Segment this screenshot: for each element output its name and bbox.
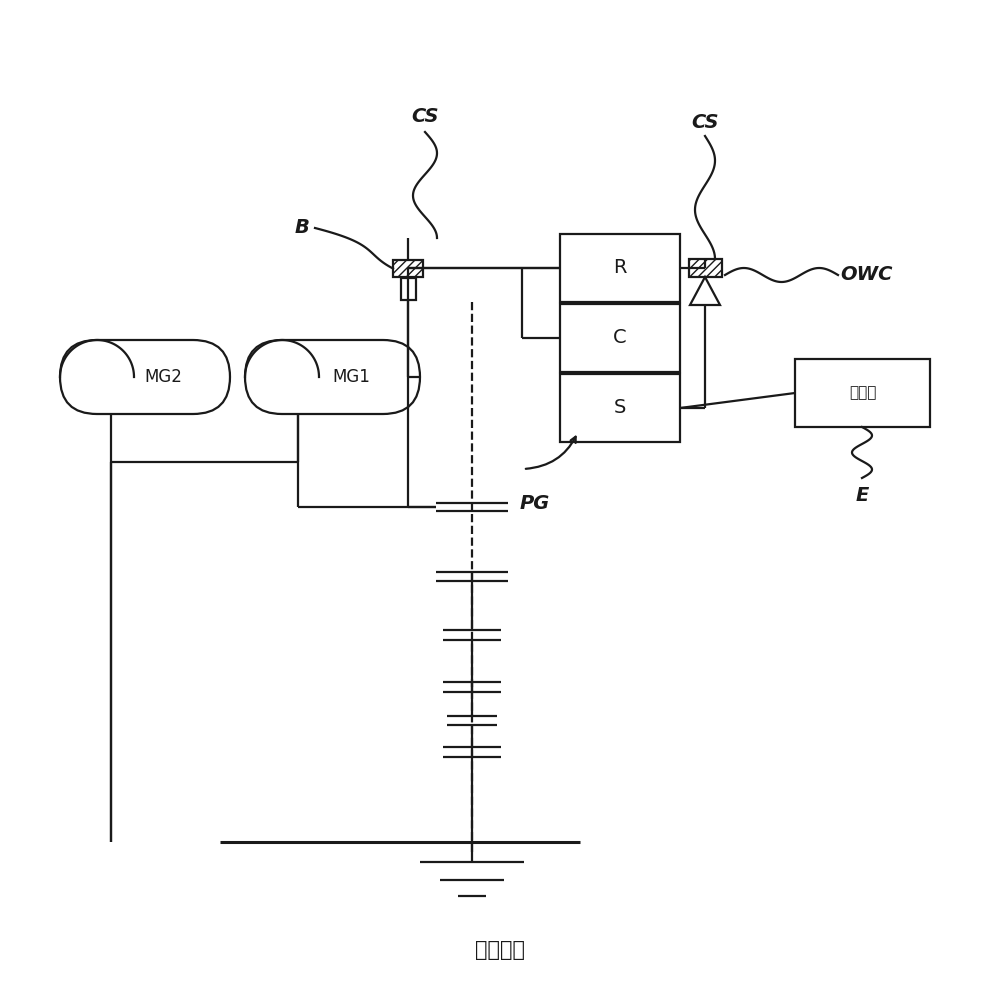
Text: S: S [614,399,626,418]
Text: MG2: MG2 [145,368,182,386]
Bar [688,259,722,277]
FancyBboxPatch shape [245,340,420,414]
Text: CS: CS [411,107,439,127]
Bar [560,374,680,442]
Text: E: E [855,486,869,506]
Text: B: B [295,218,310,237]
Bar [560,304,680,372]
Text: C: C [613,328,627,347]
Text: CS: CS [691,112,719,132]
Bar [560,234,680,302]
Text: MG1: MG1 [332,368,370,386]
Bar [795,359,930,427]
FancyBboxPatch shape [60,340,230,414]
Text: 发动机: 发动机 [849,386,876,401]
Polygon shape [690,277,720,305]
Text: R: R [613,259,627,278]
Text: OWC: OWC [840,266,892,285]
Bar [393,260,423,277]
Bar [400,278,416,300]
Text: 现有技术: 现有技术 [475,940,525,960]
Text: PG: PG [520,494,550,514]
